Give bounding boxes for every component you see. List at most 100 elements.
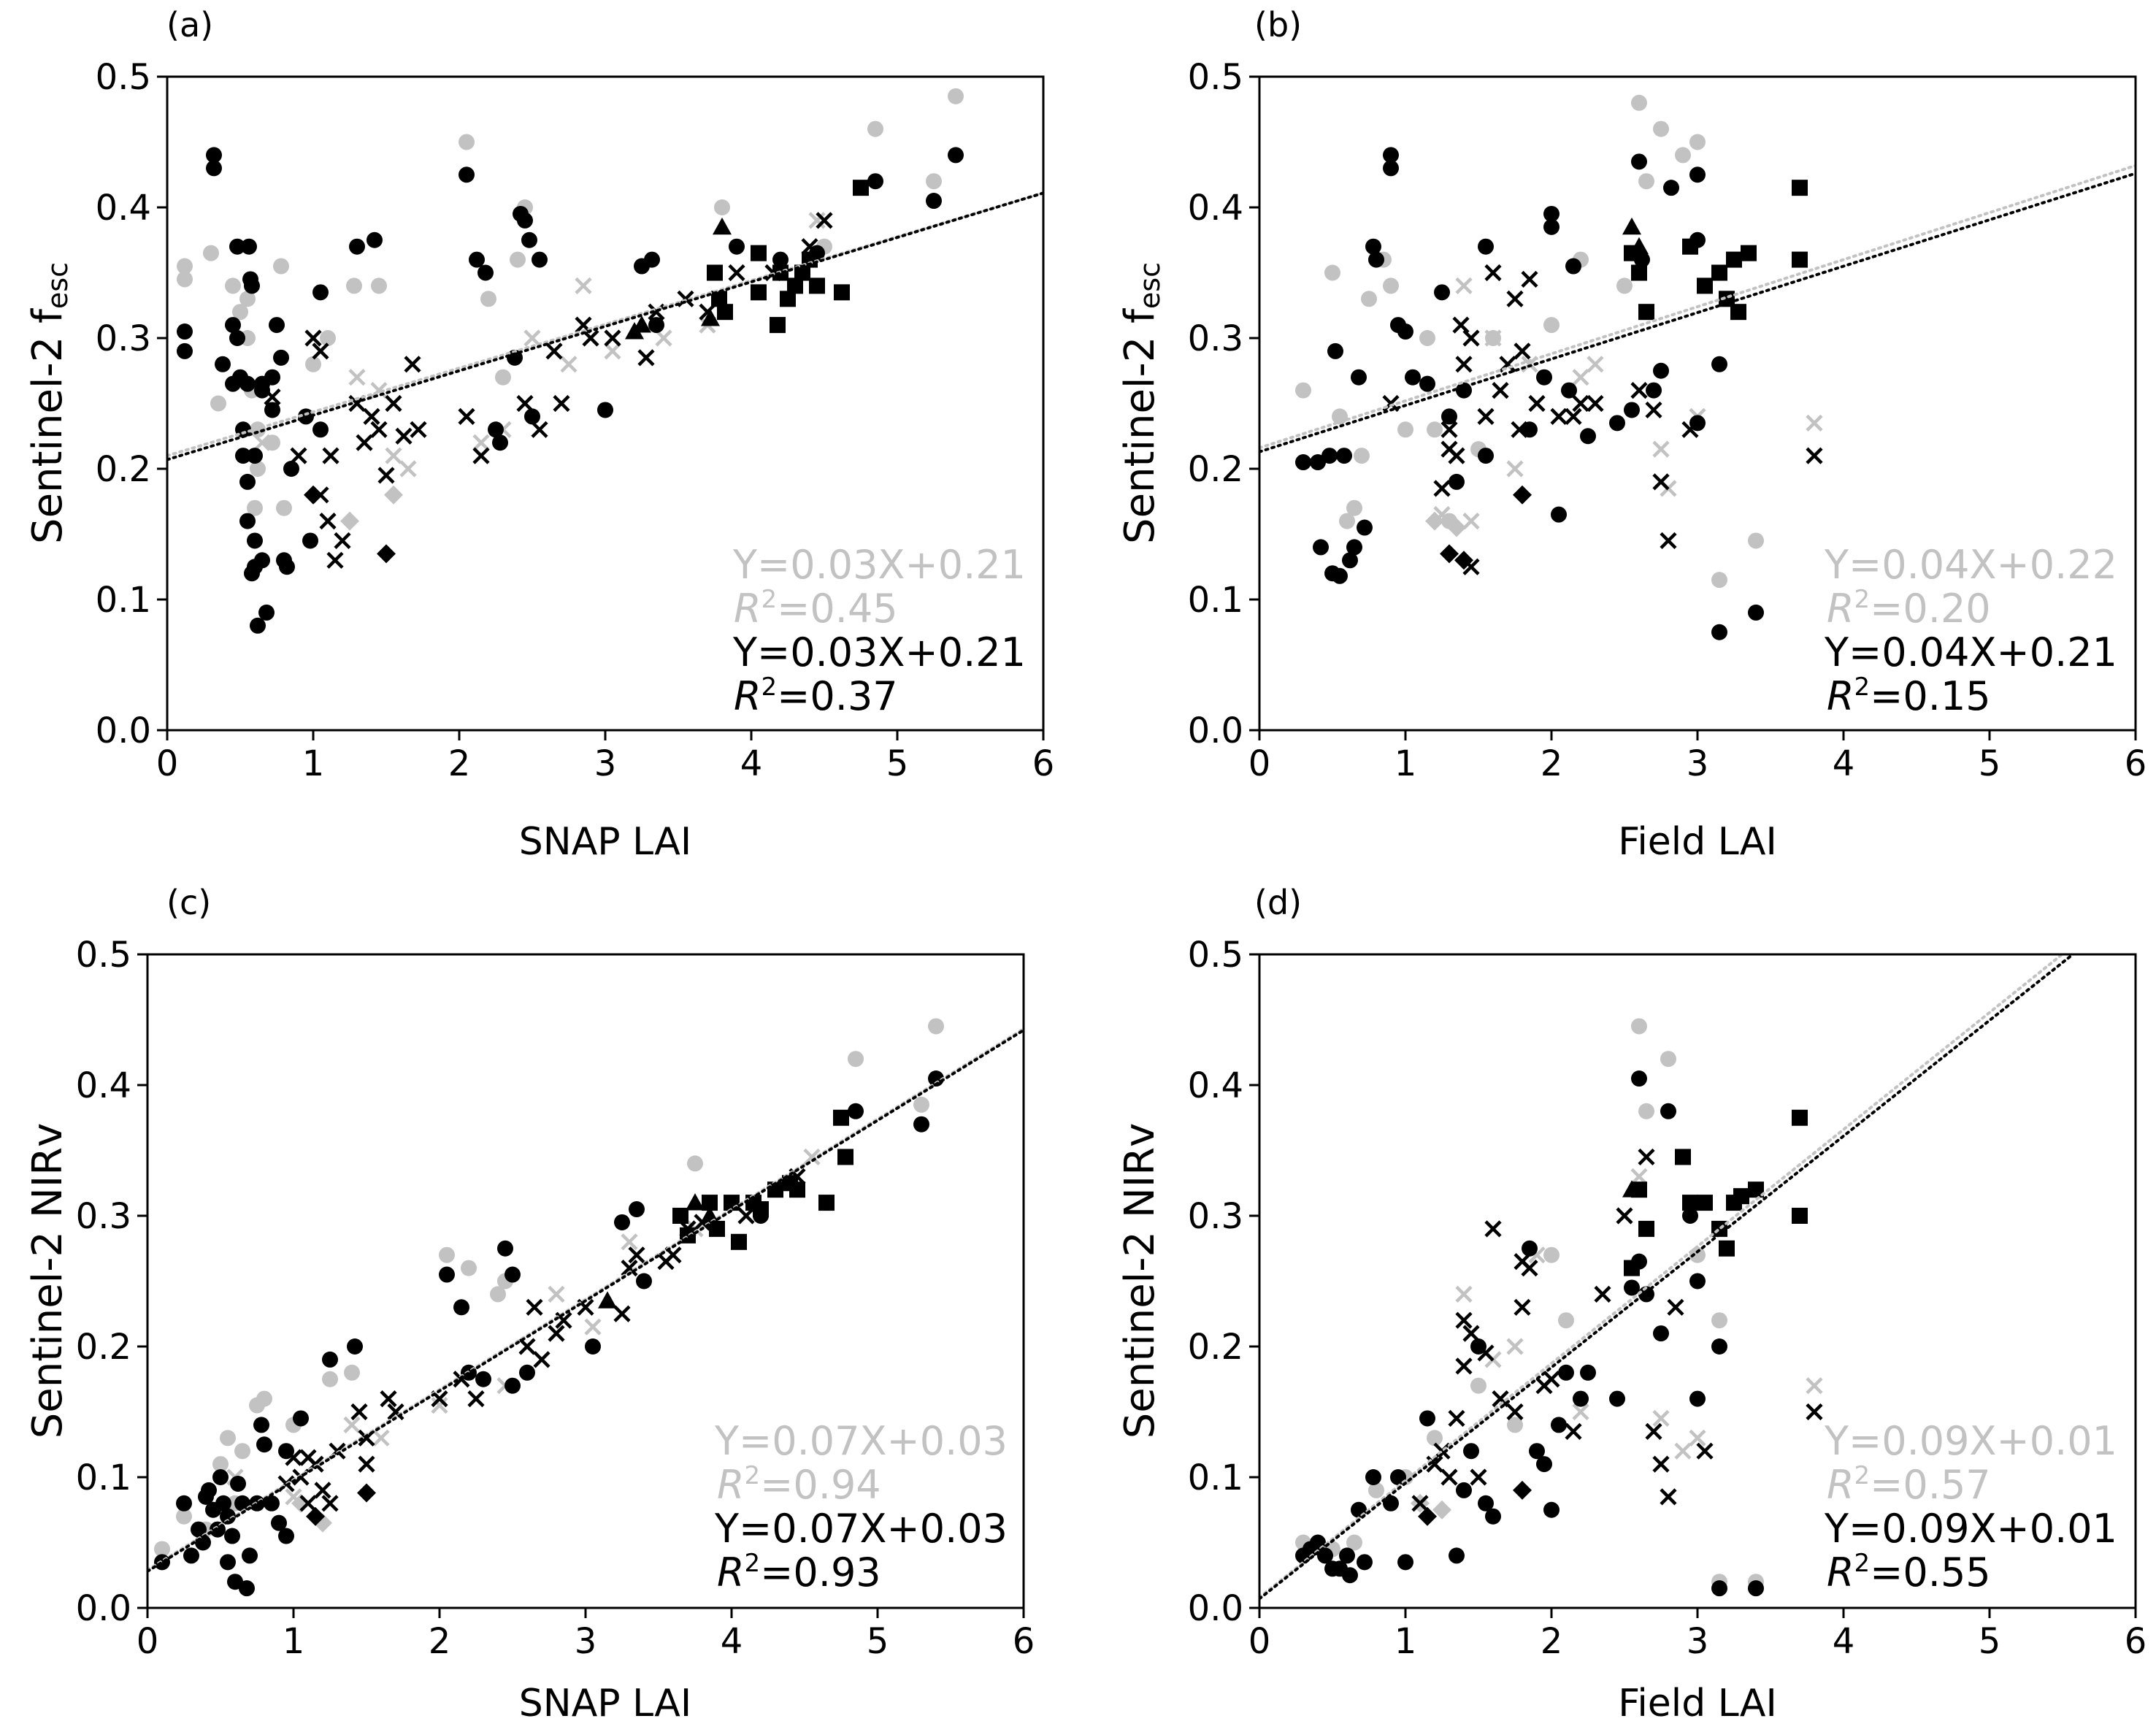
data-point-black-cross — [314, 1482, 331, 1499]
data-point-gray-cross — [1689, 1429, 1706, 1447]
x-tick-label: 3 — [1687, 1621, 1709, 1662]
fit-r2-black-b: R2=0.15 — [1827, 673, 1991, 719]
data-point-black-cross — [334, 532, 351, 550]
fit-r2-gray-b-value: 0.20 — [1903, 586, 1990, 632]
data-point-gray-cross — [655, 329, 672, 347]
y-tick-label: 0.2 — [96, 449, 151, 490]
data-point-black-square — [1697, 277, 1713, 294]
data-point-black-circle — [644, 251, 660, 268]
data-point-gray-circle — [1470, 1377, 1486, 1394]
data-point-black-cross — [1484, 1220, 1502, 1238]
x-tick-label: 6 — [1013, 1621, 1035, 1662]
data-point-gray-circle — [320, 330, 336, 346]
data-point-black-square — [1792, 251, 1808, 268]
data-point-black-circle — [1405, 369, 1421, 386]
data-point-black-circle — [1336, 448, 1352, 464]
data-point-black-circle — [247, 448, 263, 464]
data-point-black-circle — [1551, 1417, 1567, 1433]
data-point-gray-circle — [247, 499, 263, 516]
data-point-gray-cross — [575, 277, 592, 294]
data-point-black-square — [1638, 304, 1654, 321]
x-tick-label: 5 — [886, 743, 909, 784]
y-tick-label: 0.4 — [1188, 188, 1243, 229]
data-point-black-cross — [516, 394, 534, 413]
fit-r2-gray-c: R2=0.94 — [717, 1461, 881, 1508]
data-point-black-cross — [1455, 1311, 1473, 1329]
x-tick-label: 5 — [1979, 1621, 2001, 1662]
data-point-black-cross — [1455, 1357, 1473, 1375]
data-point-black-circle — [1441, 408, 1457, 425]
data-point-gray-circle — [220, 1430, 236, 1447]
data-point-black-circle — [1646, 382, 1662, 399]
data-point-black-circle — [1368, 251, 1384, 268]
data-point-gray-circle — [176, 1508, 192, 1525]
panel-c: 0 1 2 3 4 5 6 0.0 0.1 0.2 0.3 0.4 0.5 (c) SNAP LAI S… — [24, 883, 1035, 1724]
fit-equation-gray-a: Y=0.03X+0.21 — [732, 542, 1026, 588]
data-point-black-circle — [283, 461, 299, 477]
data-point-gray-circle — [256, 1390, 272, 1407]
data-point-black-circle — [1536, 369, 1552, 386]
data-point-black-circle — [1543, 1501, 1560, 1518]
data-point-black-cross — [370, 421, 388, 438]
data-point-gray-circle — [273, 258, 289, 275]
y-tick-label: 0.2 — [1188, 449, 1243, 490]
data-point-black-circle — [729, 238, 745, 255]
data-point-black-cross — [1506, 290, 1524, 307]
data-point-black-circle — [273, 349, 289, 366]
data-point-black-cross — [1587, 394, 1604, 413]
data-point-black-square — [1792, 1208, 1808, 1224]
data-point-black-cross — [533, 1351, 550, 1368]
data-point-black-cross — [1411, 1495, 1429, 1512]
data-point-black-circle — [1689, 166, 1706, 183]
fit-equation-gray-d: Y=0.09X+0.01 — [1824, 1418, 2117, 1464]
data-point-black-circle — [293, 1410, 309, 1427]
ticks-layer-d: 0 1 2 3 4 5 6 0.0 0.1 0.2 0.3 0.4 0.5 — [1188, 935, 2147, 1662]
data-point-black-square — [707, 264, 723, 281]
data-point-gray-circle — [490, 1286, 506, 1303]
fit-equations-a: Y=0.03X+0.21 R2=0.45 Y=0.03X+0.21 R2=0.3… — [732, 542, 1026, 719]
fit-equations-b: Y=0.04X+0.22 R2=0.20 Y=0.04X+0.21 R2=0.1… — [1824, 542, 2117, 719]
fit-r2-black-c-value: 0.93 — [793, 1549, 881, 1595]
data-point-black-circle — [1449, 473, 1465, 490]
x-tick-label: 4 — [740, 743, 763, 784]
data-point-black-square — [1631, 264, 1647, 281]
data-point-black-circle — [1397, 323, 1413, 340]
data-point-black-cross — [458, 407, 475, 425]
data-point-black-square — [1726, 251, 1742, 268]
data-point-black-circle — [1383, 1495, 1399, 1512]
data-point-black-cross — [304, 329, 322, 347]
data-point-gray-diamond — [384, 485, 403, 505]
ticks-layer-c: 0 1 2 3 4 5 6 0.0 0.1 0.2 0.3 0.4 0.5 — [76, 935, 1035, 1662]
data-point-black-diamond — [1454, 551, 1473, 570]
data-point-gray-cross — [1506, 460, 1524, 478]
data-point-black-cross — [1565, 1422, 1582, 1440]
data-point-black-cross — [637, 349, 655, 367]
scatter-layer-d — [1259, 954, 2076, 1601]
data-point-black-circle — [278, 1528, 294, 1544]
data-point-black-square — [853, 180, 869, 196]
data-point-black-circle — [1653, 1325, 1669, 1342]
data-point-black-circle — [1558, 1364, 1574, 1381]
y-tick-label: 0.1 — [1188, 580, 1243, 621]
data-point-gray-circle — [212, 1456, 229, 1473]
data-point-black-cross — [1550, 407, 1568, 425]
data-point-black-cross — [1521, 1260, 1538, 1277]
data-point-black-circle — [1631, 153, 1647, 170]
x-tick-label: 0 — [137, 1621, 159, 1662]
panel-d: 0 1 2 3 4 5 60.00.10.20.30.40.5 (d) Field LAI … — [1116, 883, 2147, 1724]
plot-frame-b — [1258, 75, 2137, 732]
x-tick-label: 4 — [721, 1621, 743, 1662]
data-point-black-circle — [229, 330, 245, 346]
y-tick-label: 0.3 — [1188, 318, 1243, 359]
fit-equation-gray-c: Y=0.07X+0.03 — [714, 1418, 1008, 1464]
fit-r2-black-c: R2=0.93 — [717, 1549, 881, 1595]
data-point-black-diamond — [357, 1483, 376, 1503]
data-point-gray-circle — [1631, 1018, 1647, 1035]
data-point-black-circle — [250, 617, 266, 634]
fit-equation-black-c: Y=0.07X+0.03 — [714, 1506, 1008, 1552]
y-tick-label: 0.4 — [1188, 1065, 1243, 1106]
data-point-black-circle — [1342, 552, 1358, 569]
data-point-gray-circle — [1543, 317, 1560, 334]
data-point-black-square — [834, 284, 850, 301]
data-point-black-cross — [1616, 1207, 1633, 1225]
